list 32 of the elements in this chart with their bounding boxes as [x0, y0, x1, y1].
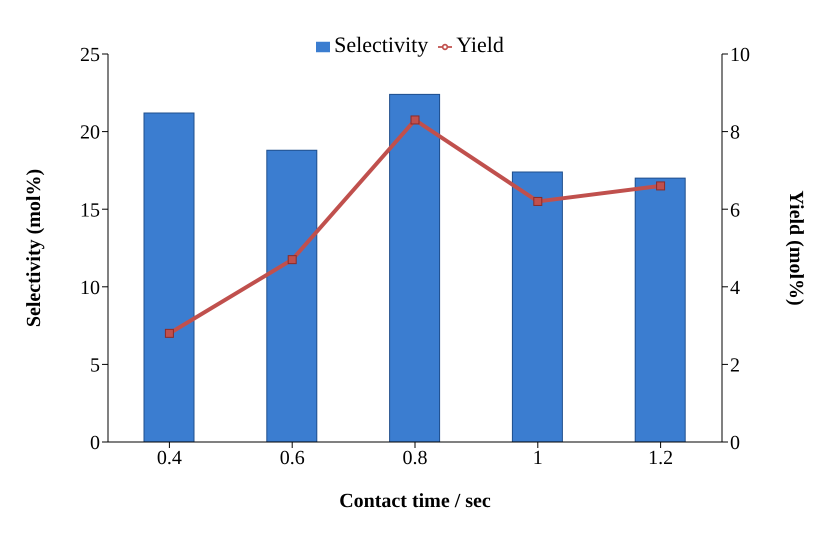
x-tick-label: 0.4 — [156, 447, 182, 470]
point — [533, 196, 542, 206]
y-tick-label: 15 — [80, 199, 100, 222]
x-tick-label: 0.6 — [280, 447, 305, 470]
point — [410, 115, 420, 124]
bar — [389, 94, 440, 442]
x-tick-label: 0.8 — [402, 447, 428, 470]
y-tick-label: 0 — [90, 432, 100, 454]
y2-tick-label: 2 — [730, 354, 740, 376]
y-tick-label: 20 — [80, 122, 100, 144]
x-axis-title: Contact time / sec — [339, 490, 491, 512]
bar — [634, 178, 686, 442]
x-tick-label: 1 — [532, 447, 543, 470]
y2-axis-title: Yield (mol%) — [784, 190, 807, 306]
point — [164, 328, 174, 338]
point — [656, 181, 666, 190]
y-tick-label: 5 — [90, 354, 100, 376]
y2-tick-label: 10 — [730, 44, 750, 66]
y2-tick-label: 8 — [730, 122, 740, 144]
legend-label: Yield — [456, 32, 504, 57]
bar — [512, 171, 563, 442]
bar — [266, 150, 318, 442]
y2-tick-label: 4 — [730, 276, 740, 299]
point — [288, 255, 297, 264]
y-tick-label: 10 — [80, 276, 100, 299]
bar — [144, 112, 194, 442]
y-tick-label: 25 — [80, 44, 100, 66]
y-axis-title: Selectivity (mol%) — [23, 168, 46, 328]
x-tick-label: 1.2 — [648, 447, 674, 470]
y2-tick-label: 0 — [730, 432, 740, 454]
y2-tick-label: 6 — [730, 199, 740, 222]
legend-label: Selectivity — [334, 32, 428, 57]
